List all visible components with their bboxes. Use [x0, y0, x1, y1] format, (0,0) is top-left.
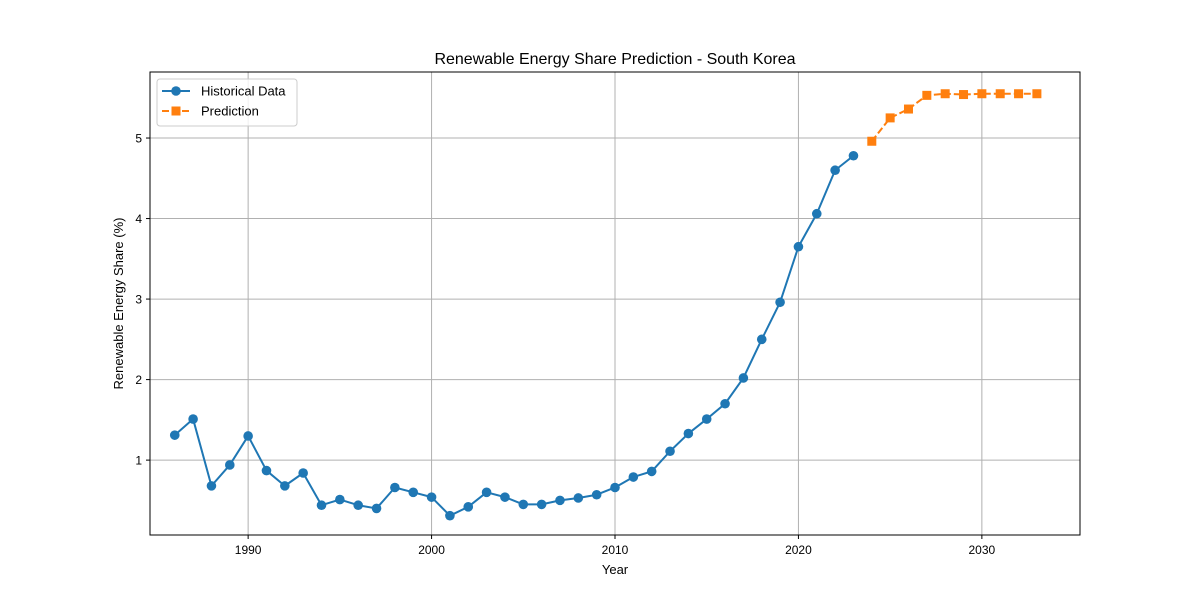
data-point	[885, 113, 895, 123]
legend-marker	[171, 86, 181, 96]
y-tick-label: 5	[135, 132, 142, 146]
data-point	[371, 503, 382, 514]
data-point	[628, 472, 639, 482]
data-point	[922, 90, 932, 100]
data-point	[793, 241, 804, 252]
data-point	[867, 136, 877, 146]
y-axis-label: Renewable Energy Share (%)	[111, 218, 126, 390]
y-tick-label: 2	[135, 373, 142, 387]
x-tick-label: 2000	[418, 543, 445, 557]
series-line	[871, 92, 1037, 142]
data-point	[518, 499, 529, 510]
data-point	[261, 465, 272, 476]
data-point	[500, 492, 510, 502]
data-point	[481, 487, 492, 498]
data-point	[775, 297, 785, 308]
data-point	[995, 89, 1005, 99]
data-point	[591, 489, 602, 500]
data-point	[811, 208, 822, 219]
data-point	[390, 482, 400, 493]
data-point	[280, 481, 290, 491]
data-point	[206, 481, 217, 491]
data-point	[463, 502, 474, 512]
data-point	[298, 468, 308, 478]
legend-marker	[171, 106, 181, 116]
data-point	[555, 495, 565, 506]
data-point	[940, 89, 950, 99]
ticks: 1990 2000 2010 2020 2030 1 2 3 4 5	[135, 132, 995, 557]
x-tick-label: 1990	[235, 543, 262, 557]
series-layer	[169, 89, 1042, 521]
grid	[150, 72, 1080, 535]
data-point	[1014, 89, 1024, 99]
data-point	[188, 414, 198, 424]
data-point	[224, 460, 235, 470]
data-point	[977, 89, 987, 99]
x-tick-label: 2020	[785, 543, 812, 557]
y-tick-label: 1	[135, 454, 142, 468]
series-line	[174, 154, 855, 517]
data-point	[610, 482, 620, 493]
data-point	[959, 90, 969, 100]
data-point	[756, 334, 767, 345]
data-point	[426, 492, 437, 502]
x-tick-label: 2030	[969, 543, 996, 557]
legend-label: Prediction	[201, 104, 259, 119]
legend-label: Historical Data	[201, 84, 286, 99]
data-point	[1032, 89, 1042, 99]
data-point	[169, 430, 180, 440]
data-point	[316, 500, 327, 511]
data-point	[683, 428, 694, 439]
data-point	[536, 499, 547, 510]
data-point	[335, 494, 345, 505]
data-point	[848, 150, 859, 161]
data-point	[573, 493, 584, 503]
data-point	[445, 510, 455, 521]
data-point	[903, 104, 913, 114]
x-axis-label: Year	[602, 562, 629, 577]
data-point	[353, 500, 363, 511]
legend: Historical Data Prediction	[156, 78, 298, 127]
data-point	[738, 373, 749, 383]
data-point	[830, 165, 840, 176]
legend-box	[156, 78, 298, 127]
chart-title: Renewable Energy Share Prediction - Sout…	[434, 51, 795, 68]
y-tick-label: 3	[135, 293, 142, 307]
y-tick-label: 4	[135, 212, 142, 226]
data-point	[408, 487, 419, 498]
data-point	[665, 446, 675, 457]
data-point	[243, 431, 253, 441]
data-point	[701, 414, 712, 424]
data-point	[646, 466, 657, 477]
x-tick-label: 2010	[602, 543, 629, 557]
data-point	[720, 398, 730, 409]
